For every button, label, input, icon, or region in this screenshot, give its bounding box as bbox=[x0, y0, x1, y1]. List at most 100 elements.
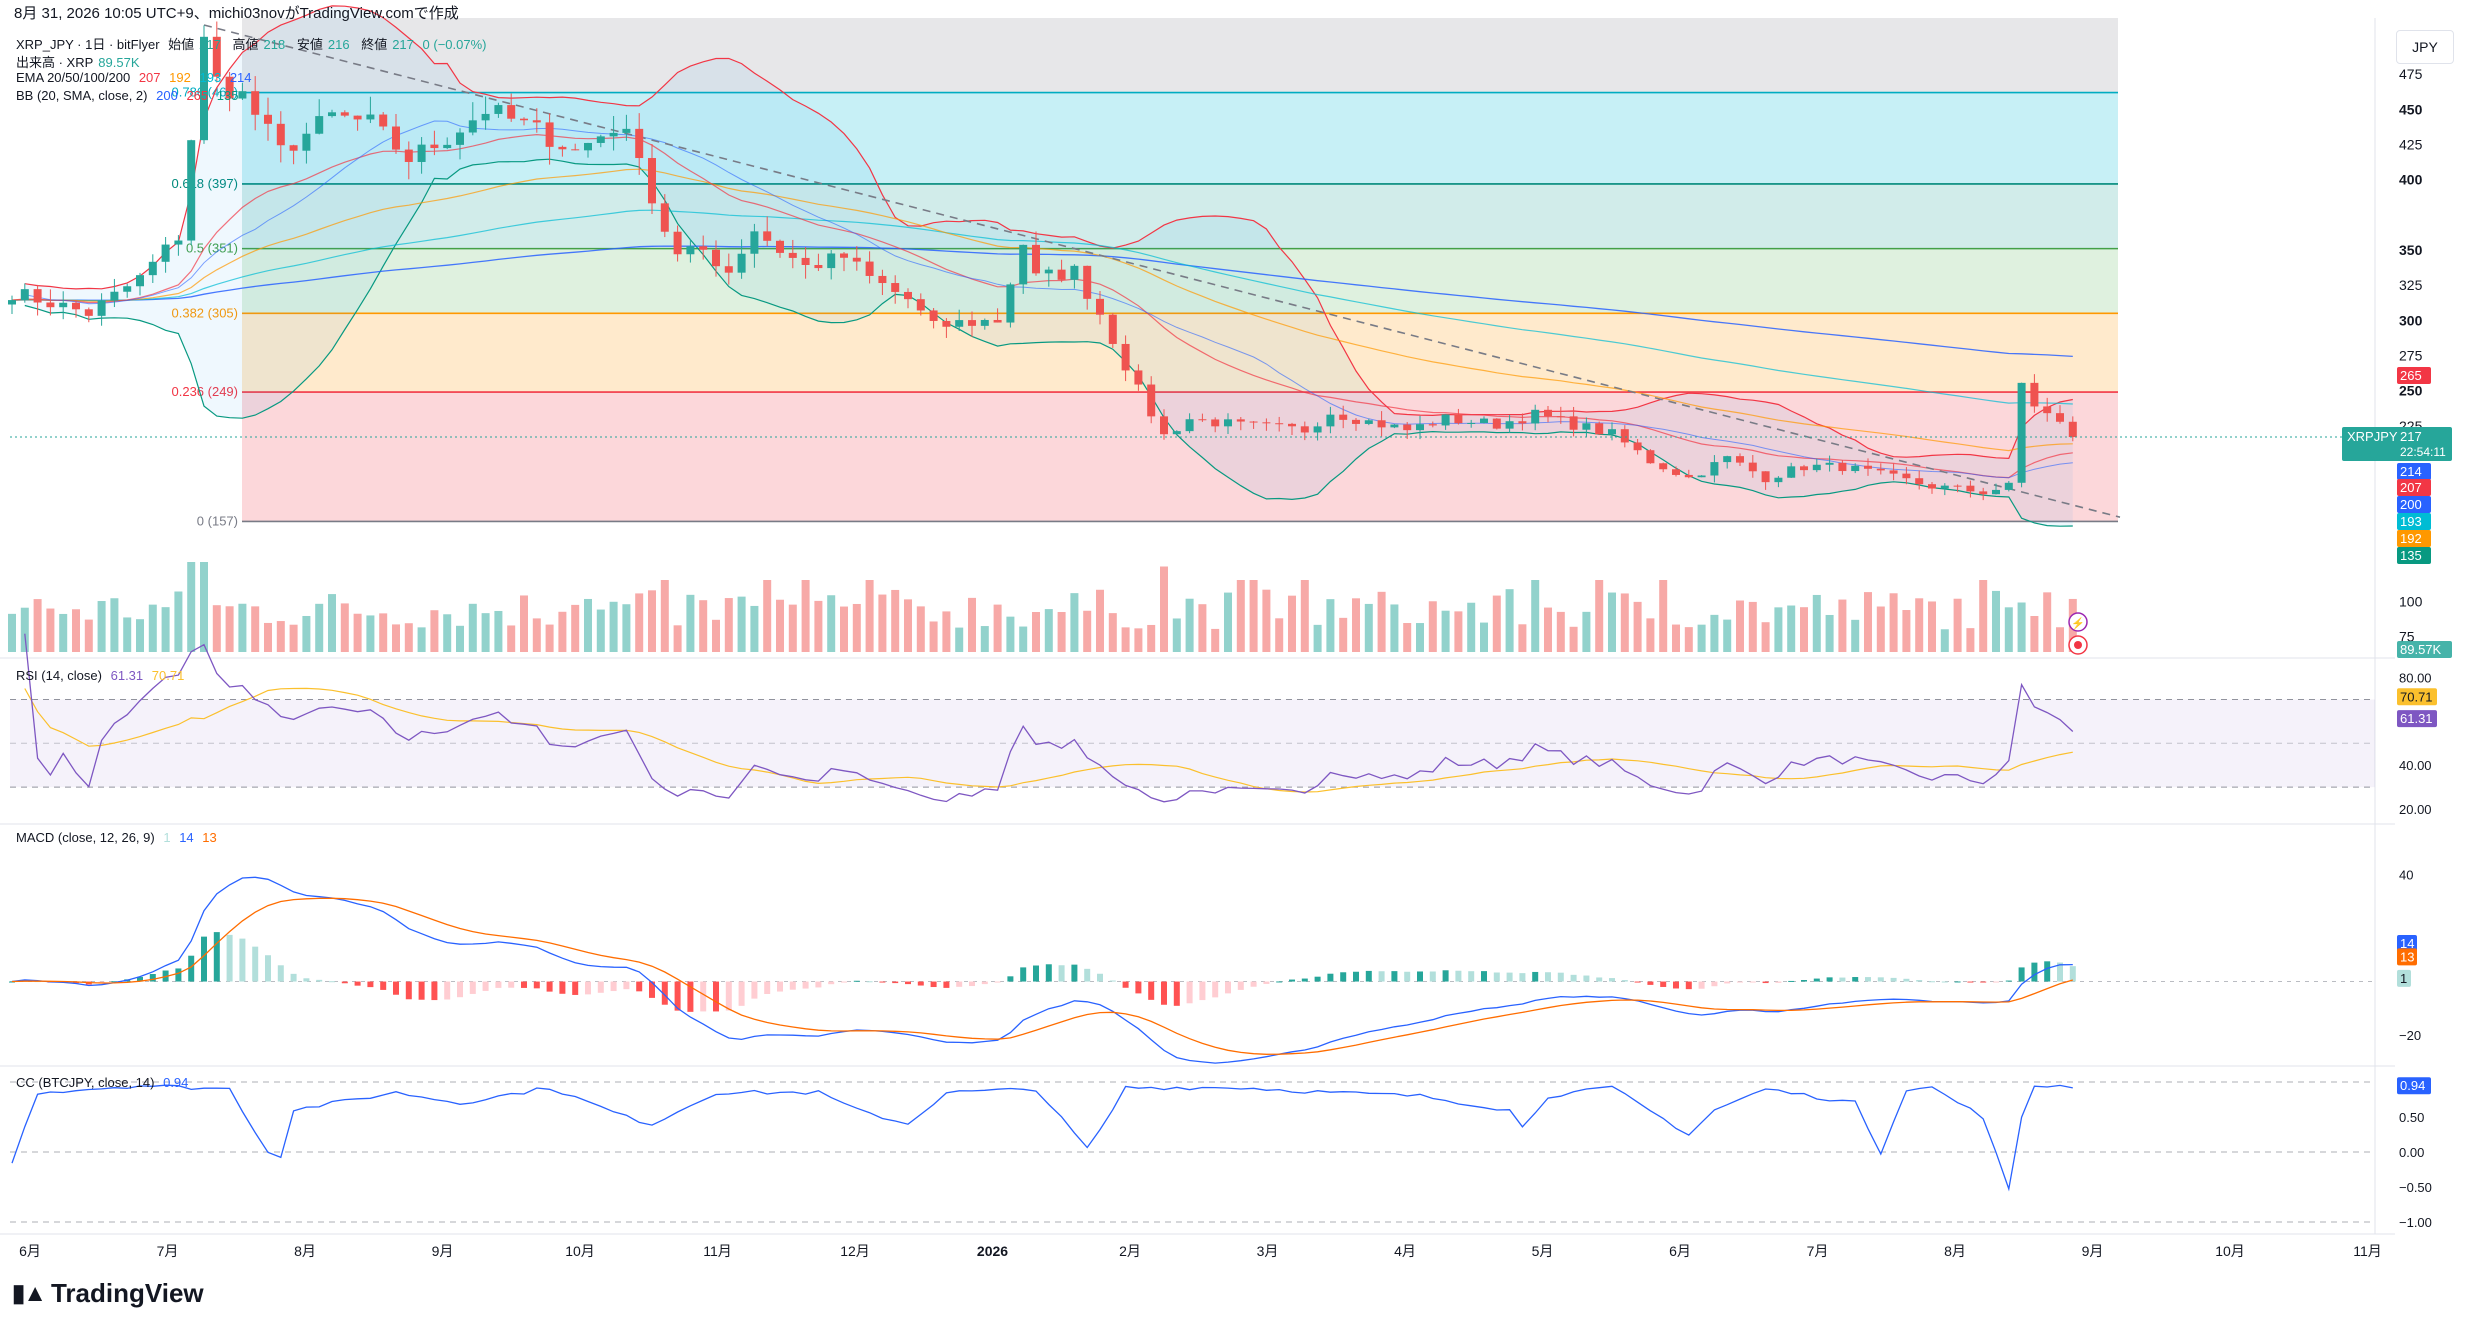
volume-bar bbox=[2056, 627, 2064, 652]
macd-hist-bar bbox=[1634, 981, 1641, 983]
candle-body bbox=[366, 114, 375, 120]
rsi-label: RSI (14, close) bbox=[16, 668, 102, 683]
candle-body bbox=[609, 132, 618, 137]
macd-hist-bar bbox=[316, 979, 323, 982]
price-tick-6: 300 bbox=[2399, 312, 2423, 328]
price-tag-bg bbox=[2397, 513, 2431, 530]
tradingview-brand[interactable]: ▮▲ TradingView bbox=[12, 1276, 204, 1310]
volume-bar bbox=[59, 613, 68, 652]
ema20-value: 207 bbox=[138, 70, 161, 85]
volume-bar bbox=[1390, 604, 1399, 652]
volume-bar bbox=[212, 605, 221, 652]
macd-hist-bar bbox=[1276, 981, 1283, 983]
candle-body bbox=[993, 319, 1002, 323]
candle-body bbox=[46, 302, 55, 308]
candle-body bbox=[1441, 414, 1450, 426]
candle-body bbox=[968, 320, 976, 326]
candle-body bbox=[1966, 485, 1975, 492]
macd-hist-bar bbox=[917, 981, 924, 986]
bb-upper-line bbox=[24, 5, 2073, 460]
ema100-value: 193 bbox=[199, 70, 222, 85]
macd-hist-bar bbox=[1941, 981, 1948, 983]
volume-bar bbox=[1019, 626, 1028, 652]
macd-legend[interactable]: MACD (close, 12, 26, 9) 1 14 13 bbox=[16, 830, 222, 845]
candle-body bbox=[955, 320, 964, 327]
volume-bar bbox=[673, 625, 682, 652]
price-tick-10: 100 bbox=[2399, 594, 2423, 610]
candle-body bbox=[1723, 456, 1732, 463]
rsi-legend[interactable]: RSI (14, close) 61.31 70.71 bbox=[16, 668, 189, 683]
macd-hist-bar bbox=[981, 981, 988, 985]
price-tick-7: 275 bbox=[2399, 347, 2423, 363]
macd-hist-bar bbox=[572, 981, 579, 995]
volume-bar bbox=[737, 596, 746, 652]
fib-zone-3 bbox=[242, 248, 2118, 314]
volume-bar bbox=[1953, 598, 1962, 652]
candle-body bbox=[840, 253, 848, 258]
time-tick-9: 3月 bbox=[1257, 1243, 1279, 1259]
candle-body bbox=[558, 146, 567, 150]
candle-body bbox=[1684, 474, 1693, 478]
candle-body bbox=[1556, 416, 1565, 418]
volume-bar bbox=[1044, 609, 1053, 652]
time-tick-8: 2月 bbox=[1119, 1243, 1141, 1259]
price-tag-4: 193 bbox=[2400, 514, 2422, 529]
volume-bar bbox=[1480, 622, 1488, 652]
macd-hist-bar bbox=[508, 981, 515, 988]
candle-body bbox=[1582, 423, 1591, 430]
volume-legend[interactable]: 出来高 · XRP 89.57K bbox=[16, 52, 145, 71]
volume-bar bbox=[891, 589, 900, 652]
macd-hist-bar bbox=[661, 981, 668, 1005]
candle-body bbox=[1787, 466, 1796, 478]
candle-body bbox=[33, 289, 42, 303]
symbol-title[interactable]: XRP_JPY · 1日 · bitFlyer bbox=[16, 37, 160, 52]
candle-body bbox=[788, 252, 797, 258]
candle-body bbox=[686, 246, 695, 255]
ema-legend[interactable]: EMA 20/50/100/200 207 192 193 214 bbox=[16, 70, 257, 85]
volume-bar bbox=[1288, 595, 1296, 652]
price-tag-bg bbox=[2397, 479, 2431, 496]
volume-bar bbox=[1121, 627, 1130, 652]
macd-hist-bar bbox=[329, 981, 335, 983]
candle-body bbox=[737, 253, 746, 273]
macd-hist-bar bbox=[853, 980, 860, 982]
macd-hist-bar bbox=[1327, 973, 1334, 982]
macd-hist-bar bbox=[1186, 981, 1193, 1004]
volume-bar bbox=[1889, 593, 1898, 652]
candle-body bbox=[622, 128, 631, 133]
signal-tag-bg bbox=[2397, 948, 2417, 966]
macd-hist-bar bbox=[226, 934, 233, 982]
volume-bar bbox=[1172, 618, 1181, 652]
candle-body bbox=[1531, 409, 1540, 424]
volume-bar bbox=[532, 618, 541, 652]
candle-body bbox=[1454, 414, 1463, 424]
candle-body bbox=[1198, 419, 1207, 421]
time-tick-12: 6月 bbox=[1669, 1243, 1691, 1259]
flash-icon bbox=[2068, 612, 2088, 632]
candle-body bbox=[1979, 491, 1988, 495]
volume-bar bbox=[545, 624, 554, 652]
candle-body bbox=[1800, 466, 1808, 471]
macd-hist-bar bbox=[265, 955, 271, 982]
bb-upper-value: 265 bbox=[186, 88, 209, 103]
macd-hist-bar bbox=[815, 981, 822, 988]
fib-label-5: 0 (157) bbox=[197, 513, 238, 528]
fib-zone-1 bbox=[242, 92, 2118, 184]
bb-legend[interactable]: BB (20, SMA, close, 2) 200 265 135 bbox=[16, 88, 243, 103]
macd-hist-bar bbox=[1429, 971, 1436, 982]
candle-body bbox=[1940, 485, 1949, 489]
cc-legend[interactable]: CC (BTCJPY, close, 14) 0.94 bbox=[16, 1075, 193, 1090]
candle-body bbox=[1390, 424, 1399, 428]
candle-body bbox=[1364, 420, 1373, 424]
currency-button[interactable]: JPY bbox=[2396, 30, 2454, 64]
macd-hist-bar bbox=[1545, 972, 1551, 982]
volume-bar bbox=[801, 580, 810, 652]
candle-body bbox=[2043, 406, 2052, 414]
macd-hist-bar bbox=[1084, 968, 1091, 982]
low-value: 216 bbox=[327, 37, 350, 52]
macd-hist-bar bbox=[1583, 975, 1590, 982]
candle-body bbox=[1544, 409, 1552, 417]
volume-bar bbox=[136, 619, 144, 652]
price-tag-1: 214 bbox=[2400, 464, 2422, 479]
